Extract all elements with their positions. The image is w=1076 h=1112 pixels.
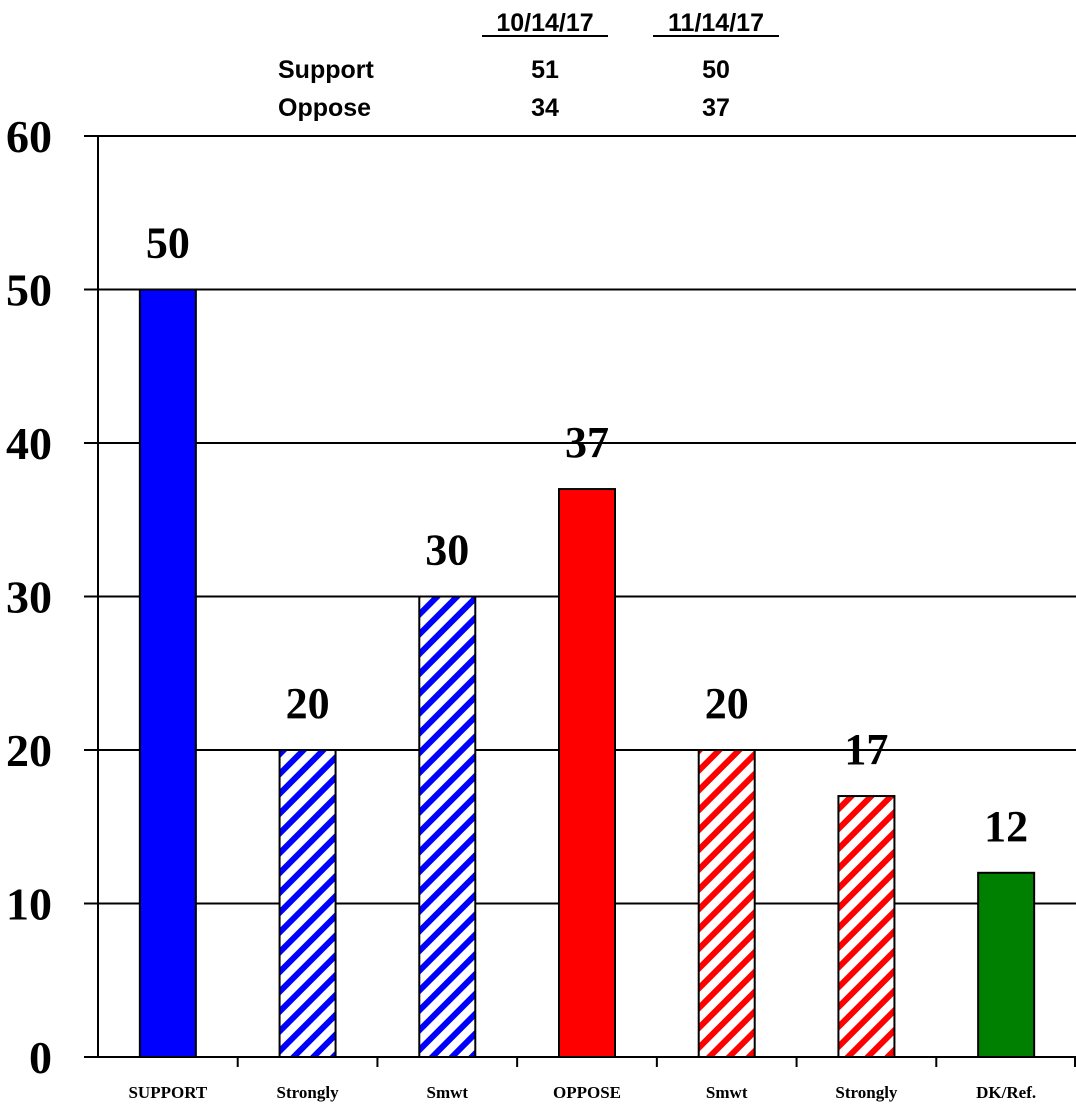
y-tick-label: 30: [6, 572, 52, 623]
bar-6: [837, 795, 896, 1058]
bar-3: [418, 595, 477, 1058]
summary-column-header: 10/14/17: [496, 9, 593, 37]
bars: [138, 288, 1036, 1058]
data-label: 12: [984, 802, 1028, 851]
bar-4: [558, 488, 616, 1058]
category-label: DK/Ref.: [976, 1083, 1036, 1102]
data-label: 20: [705, 679, 749, 728]
bar-7: [977, 871, 1036, 1058]
bar-1: [138, 288, 197, 1058]
summary-column-header: 11/14/17: [668, 9, 764, 37]
y-tick-label: 40: [6, 418, 52, 469]
y-tick-label: 0: [29, 1032, 52, 1083]
data-label: 30: [425, 526, 469, 575]
category-label: Smwt: [706, 1083, 748, 1102]
summary-value: 34: [531, 94, 559, 122]
data-label: 17: [844, 725, 888, 774]
data-label: 50: [146, 219, 190, 268]
y-tick-label: 60: [6, 111, 52, 162]
summary-row-label: Support: [278, 56, 374, 84]
data-label: 37: [565, 418, 609, 467]
summary-value: 51: [531, 56, 559, 84]
category-label: Strongly: [835, 1083, 898, 1102]
category-label: Smwt: [427, 1083, 469, 1102]
bar-2: [278, 749, 337, 1058]
y-tick-label: 10: [6, 879, 52, 930]
axes: [84, 135, 1076, 1067]
category-label: Strongly: [277, 1083, 340, 1102]
y-tick-label: 20: [6, 725, 52, 776]
y-tick-label: 50: [6, 265, 52, 316]
summary-row-label: Oppose: [278, 94, 371, 122]
summary-value: 37: [702, 94, 730, 122]
category-label: SUPPORT: [128, 1083, 207, 1102]
category-label: OPPOSE: [553, 1083, 621, 1102]
labels: 0 10 20 30 40 50 60 50 SUPPORT 20 Strongly 30 Smwt 37…: [6, 111, 1036, 1102]
summary-value: 50: [702, 56, 730, 84]
summary-table: 10/14/17 11/14/17 Support 51 50 Oppose 34 37: [278, 9, 779, 122]
bar-5: [697, 749, 756, 1058]
data-label: 20: [286, 679, 330, 728]
